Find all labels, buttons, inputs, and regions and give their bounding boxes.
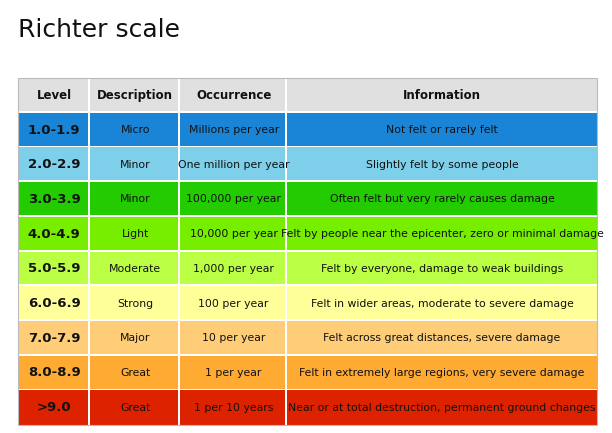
Bar	[18, 215, 597, 217]
Text: Major: Major	[120, 333, 151, 343]
Bar	[18, 147, 597, 182]
Bar	[18, 78, 597, 425]
Text: 4.0-4.9: 4.0-4.9	[28, 228, 81, 241]
Text: 10 per year: 10 per year	[202, 333, 266, 343]
Text: 1.0-1.9: 1.0-1.9	[28, 123, 80, 136]
Bar	[18, 182, 597, 217]
Bar	[18, 390, 597, 425]
Text: 1 per 10 years: 1 per 10 years	[194, 403, 274, 413]
Text: Moderate: Moderate	[109, 264, 162, 274]
Bar	[18, 110, 597, 113]
Text: >9.0: >9.0	[37, 401, 72, 414]
Text: Often felt but very rarely causes damage: Often felt but very rarely causes damage	[330, 194, 554, 204]
Text: Minor: Minor	[120, 160, 151, 170]
Text: Felt in extremely large regions, very severe damage: Felt in extremely large regions, very se…	[299, 368, 585, 378]
Bar	[88, 78, 91, 425]
Text: 1 per year: 1 per year	[206, 368, 262, 378]
Text: Information: Information	[403, 89, 481, 102]
Text: Felt by people near the epicenter, zero or minimal damage: Felt by people near the epicenter, zero …	[281, 229, 603, 239]
Text: Felt across great distances, severe damage: Felt across great distances, severe dama…	[324, 333, 561, 343]
Text: 10,000 per year: 10,000 per year	[190, 229, 278, 239]
Bar	[18, 252, 597, 286]
Bar	[18, 321, 597, 355]
Text: Great: Great	[120, 368, 151, 378]
Text: 1,000 per year: 1,000 per year	[193, 264, 274, 274]
Text: 6.0-6.9: 6.0-6.9	[28, 297, 81, 310]
Text: Felt by everyone, damage to weak buildings: Felt by everyone, damage to weak buildin…	[321, 264, 563, 274]
Text: Felt in wider areas, moderate to severe damage: Felt in wider areas, moderate to severe …	[311, 298, 573, 309]
Bar	[18, 355, 597, 390]
Bar	[285, 78, 287, 425]
Bar	[18, 286, 597, 321]
Text: Strong: Strong	[117, 298, 154, 309]
Text: Light: Light	[122, 229, 149, 239]
Text: Micro: Micro	[121, 125, 150, 135]
Text: 5.0-5.9: 5.0-5.9	[28, 262, 80, 275]
Text: Great: Great	[120, 403, 151, 413]
Text: 100 per year: 100 per year	[198, 298, 269, 309]
Bar	[177, 78, 180, 425]
Text: 8.0-8.9: 8.0-8.9	[28, 366, 81, 379]
Text: 2.0-2.9: 2.0-2.9	[28, 158, 80, 171]
Bar	[18, 250, 597, 252]
Bar	[18, 319, 597, 321]
Bar	[18, 284, 597, 286]
Text: Level: Level	[37, 89, 72, 102]
Text: 7.0-7.9: 7.0-7.9	[28, 332, 80, 345]
Text: Minor: Minor	[120, 194, 151, 204]
Text: One million per year: One million per year	[178, 160, 289, 170]
Text: Millions per year: Millions per year	[188, 125, 279, 135]
Text: Richter scale: Richter scale	[18, 18, 180, 42]
Bar	[18, 78, 597, 113]
Text: Description: Description	[97, 89, 173, 102]
Bar	[18, 180, 597, 182]
Bar	[18, 145, 597, 147]
Text: Slightly felt by some people: Slightly felt by some people	[366, 160, 518, 170]
Text: Near or at total destruction, permanent ground changes: Near or at total destruction, permanent …	[288, 403, 596, 413]
Bar	[18, 217, 597, 252]
Bar	[18, 388, 597, 390]
Text: 100,000 per year: 100,000 per year	[186, 194, 281, 204]
Bar	[18, 113, 597, 147]
Text: Not felt or rarely felt: Not felt or rarely felt	[386, 125, 498, 135]
Text: 3.0-3.9: 3.0-3.9	[28, 193, 81, 206]
Text: Occurrence: Occurrence	[196, 89, 271, 102]
Bar	[18, 354, 597, 355]
